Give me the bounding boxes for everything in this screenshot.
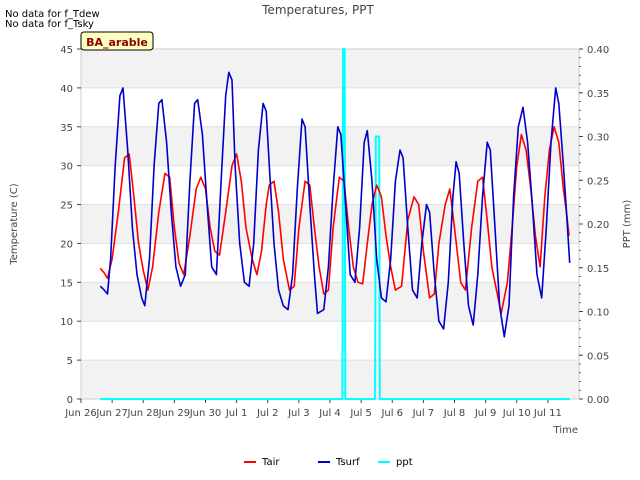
y-tick-label: 45: [60, 45, 73, 56]
x-tick-label: Jul 3: [287, 408, 310, 419]
note-no-data-tdew: No data for f_Tdew: [5, 9, 100, 20]
site-badge-box: [80, 31, 154, 51]
y-axis-right: 0.00 0.05 0.10 0.15 0.20 0.25 0.30 0.35 0.40: [579, 45, 609, 406]
series-line-ppt: [100, 48, 570, 400]
y-tick-label: 15: [60, 278, 73, 289]
x-tick-label: Jul 4: [318, 408, 341, 419]
grid-band: [81, 49, 579, 88]
x-tick-label: Jul 5: [349, 408, 372, 419]
y2-tick-label: 0.10: [587, 308, 609, 319]
series-layer: [99, 48, 571, 400]
site-badge: BA_arable: [80, 31, 154, 51]
y-tick-label: 35: [60, 123, 73, 134]
legend-label-tsurf: Tsurf: [335, 457, 360, 468]
y-tick-label: 0: [67, 395, 73, 406]
note-no-data-tsky: No data for f_Tsky: [5, 19, 94, 30]
y-tick-label: 5: [67, 356, 73, 367]
y2-tick-label: 0.40: [587, 45, 609, 56]
x-tick-label: Jun 27: [95, 408, 128, 419]
y2-tick-label: 0.30: [587, 133, 609, 144]
x-tick-label: Jul 9: [474, 408, 497, 419]
y2-tick-label: 0.15: [587, 264, 609, 275]
y-axis-title: Temperature (C): [9, 183, 20, 265]
y-axis-left: 0 5 10 15 20 25 30 35 40 45: [60, 45, 81, 406]
y2-tick-label: 0.20: [587, 220, 609, 231]
plot-background: [81, 49, 579, 400]
x-axis-title: Time: [553, 425, 578, 436]
legend: Tair Tsurf ppt: [244, 457, 413, 468]
legend-label-ppt: ppt: [396, 457, 413, 468]
x-tick-label: Jul 10: [502, 408, 531, 419]
y2-tick-label: 0.00: [587, 395, 609, 406]
y-tick-label: 40: [60, 84, 73, 95]
x-tick-label: Jul 6: [380, 408, 403, 419]
x-tick-label: Jun 29: [158, 408, 191, 419]
grid-band: [81, 360, 579, 399]
y-tick-label: 30: [60, 162, 73, 173]
chart-title: Temperatures, PPT: [261, 3, 374, 17]
y-tick-label: 10: [60, 317, 73, 328]
y2-tick-label: 0.35: [587, 89, 609, 100]
y2-tick-label: 0.25: [587, 176, 609, 187]
series-line-tair: [99, 126, 570, 315]
x-tick-label: Jun 30: [189, 408, 222, 419]
x-tick-label: Jul 1: [225, 408, 248, 419]
legend-label-tair: Tair: [261, 457, 280, 468]
x-tick-label: Jul 7: [412, 408, 435, 419]
series-line-tsurf: [99, 71, 571, 338]
x-tick-label: Jun 28: [126, 408, 159, 419]
y-tick-label: 20: [60, 239, 73, 250]
x-tick-label: Jun 26: [64, 408, 97, 419]
y2-tick-label: 0.05: [587, 351, 609, 362]
x-axis: Jun 26 Jun 27 Jun 28 Jun 29 Jun 30 Jul 1 Jul 2…: [64, 399, 562, 419]
grid-band: [81, 126, 579, 166]
site-badge-label: BA_arable: [86, 36, 148, 49]
y-tick-label: 25: [60, 201, 73, 212]
y2-axis-title: PPT (mm): [622, 200, 633, 249]
x-tick-label: Jul 11: [533, 408, 562, 419]
x-tick-label: Jul 8: [443, 408, 466, 419]
x-tick-label: Jul 2: [256, 408, 279, 419]
